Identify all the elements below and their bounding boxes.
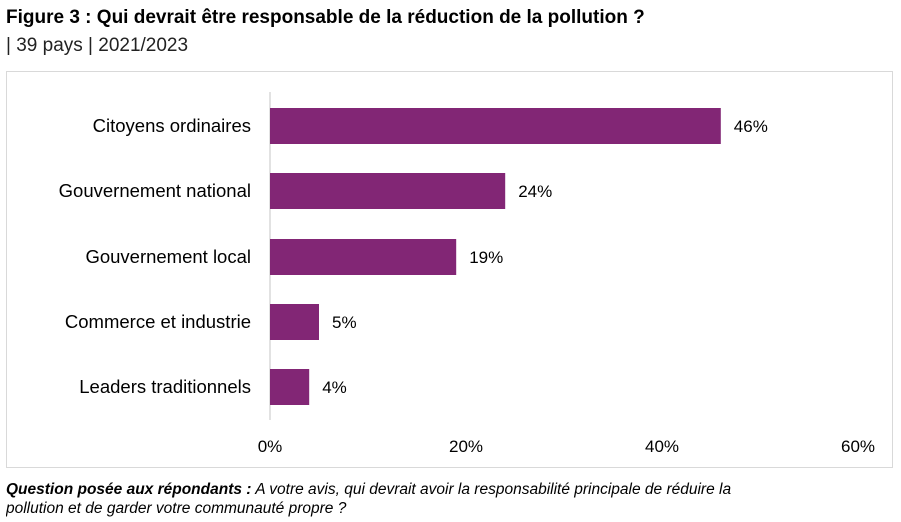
value-label: 24% <box>518 182 552 201</box>
category-label: Gouvernement local <box>85 246 251 267</box>
bar <box>270 173 506 209</box>
chart-frame <box>6 71 893 468</box>
value-label: 4% <box>322 378 347 397</box>
x-tick-label: 60% <box>841 437 875 456</box>
bar <box>270 239 457 275</box>
x-tick-label: 20% <box>449 437 483 456</box>
bar <box>270 369 310 405</box>
page-subtitle: | 39 pays | 2021/2023 <box>6 35 189 56</box>
value-label: 19% <box>469 248 503 267</box>
category-label: Leaders traditionnels <box>79 376 251 397</box>
category-label: Citoyens ordinaires <box>93 115 251 136</box>
category-label: Commerce et industrie <box>65 311 251 332</box>
footnote-line-1: Question posée aux répondants : A votre … <box>6 480 901 499</box>
bar <box>270 304 319 340</box>
question-text-1: A votre avis, qui devrait avoir la respo… <box>255 481 732 498</box>
x-tick-label: 40% <box>645 437 679 456</box>
value-label: 46% <box>734 117 768 136</box>
bar-chart: Citoyens ordinaires 46% Gouvernement natio… <box>59 92 875 456</box>
value-label: 5% <box>332 313 357 332</box>
bar <box>270 108 721 144</box>
question-label: Question posée aux répondants : <box>6 481 252 498</box>
footnote: Question posée aux répondants : A votre … <box>6 480 901 518</box>
question-text-2: pollution et de garder votre communauté … <box>6 500 347 517</box>
page-title: Figure 3 : Qui devrait être responsable … <box>6 7 645 28</box>
x-tick-label: 0% <box>258 437 283 456</box>
category-label: Gouvernement national <box>59 180 251 201</box>
